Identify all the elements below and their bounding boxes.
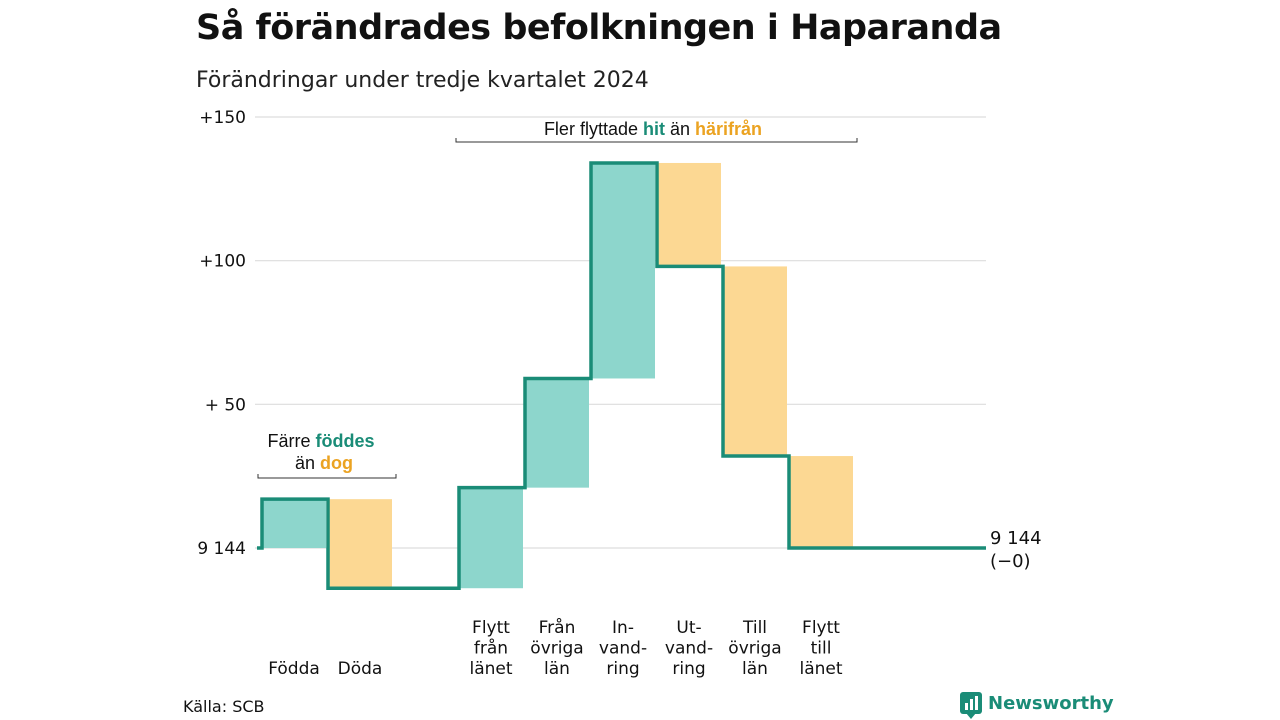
annotation-migration: Fler flyttade hit än härifrån — [544, 119, 762, 139]
end-value-label: 9 144 — [990, 528, 1042, 549]
bar-till-övriga-län — [723, 266, 787, 457]
x-tick-label: ring — [672, 659, 705, 679]
annotation-births-deaths-line1: Färre föddes — [267, 431, 374, 451]
x-tick-label: In- — [612, 618, 634, 638]
x-tick-label: Från — [539, 617, 576, 638]
bar-ut--vand--ring — [657, 162, 721, 267]
x-tick-label: från — [474, 638, 508, 659]
x-tick-label: vand- — [599, 639, 647, 659]
bar-födda — [262, 499, 326, 548]
bar-flytt-till-länet — [789, 456, 853, 548]
x-tick-label: övriga — [530, 639, 583, 659]
end-change-label: (−0) — [990, 551, 1031, 572]
x-tick-label: län — [742, 659, 768, 679]
x-tick-label: län — [544, 659, 570, 679]
cumulative-step-line — [257, 161, 986, 590]
x-tick-label: Till — [742, 618, 767, 638]
bar-från-övriga-län — [525, 378, 589, 488]
newsworthy-logo: Newsworthy — [960, 692, 1114, 719]
x-tick-label: ring — [606, 659, 639, 679]
x-tick-label: övriga — [728, 639, 781, 659]
bar-döda — [328, 499, 392, 589]
annotation-births-deaths-line2: än dog — [295, 453, 353, 473]
x-tick-label: vand- — [665, 639, 713, 659]
annotation-bracket-births-deaths — [257, 474, 397, 479]
bars — [262, 162, 853, 589]
bar-in--vand--ring — [591, 162, 655, 379]
y-tick-label: + 50 — [205, 395, 246, 415]
x-tick-label: Flytt — [802, 618, 840, 638]
x-tick-label: Ut- — [676, 618, 701, 638]
annotation-bracket-migration — [455, 138, 858, 143]
y-tick-label: +100 — [199, 252, 246, 272]
x-tick-label: till — [811, 639, 832, 659]
x-tick-label: Döda — [338, 659, 383, 679]
x-tick-label: Flytt — [472, 618, 510, 638]
x-tick-label: länet — [469, 659, 512, 679]
step-line: 9 144(−0) — [257, 161, 1042, 590]
x-axis-labels: Födda DödaFlyttfrånlänetFrånövrigalänIn-v… — [268, 617, 843, 679]
logo-text: Newsworthy — [988, 692, 1114, 714]
bar-chart-icon — [960, 692, 982, 719]
bar-flytt-från-länet — [459, 487, 523, 589]
y-axis-ticks: 9 144 + 50 +100 +150 — [197, 108, 246, 559]
source-note: Källa: SCB — [183, 697, 265, 716]
chart-subtitle: Förändringar under tredje kvartalet 2024 — [196, 68, 649, 93]
x-tick-label: Födda — [268, 659, 320, 679]
y-tick-label: +150 — [199, 108, 246, 128]
x-tick-label: länet — [799, 659, 842, 679]
y-tick-label: 9 144 — [197, 539, 246, 559]
chart-title: Så förändrades befolkningen i Haparanda — [196, 8, 1002, 48]
